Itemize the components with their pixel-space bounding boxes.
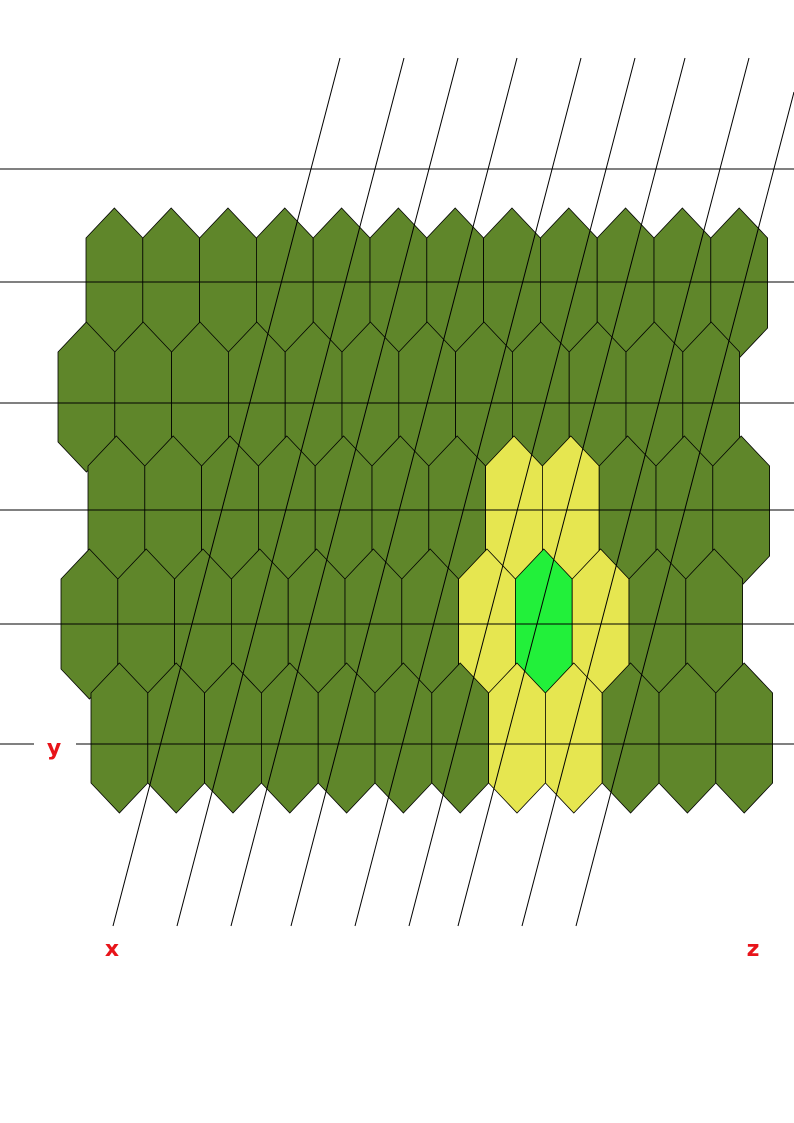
hex-cell (431, 662, 490, 814)
x-gridline (457, 57, 686, 927)
hex-cell-layer (57, 207, 773, 814)
axis-label-x: x (105, 937, 119, 962)
x-gridline (112, 57, 341, 927)
hex-cell (715, 662, 773, 814)
hex-cell (658, 662, 717, 814)
x-gridline (176, 57, 405, 927)
x-gridline (290, 57, 518, 927)
hex-cell (374, 662, 433, 814)
y-label-backing (34, 728, 76, 762)
hex-cell (90, 662, 149, 814)
x-gridline (521, 57, 750, 927)
x-gridline (354, 57, 582, 927)
x-gridline (575, 91, 794, 927)
axis-label-y: y (47, 736, 61, 761)
x-gridline-layer (112, 57, 794, 927)
hex-cell (601, 662, 660, 814)
x-gridline (230, 57, 459, 927)
y-gridline-layer (0, 168, 794, 745)
hex-cell-neighbor (488, 662, 546, 814)
hex-cell (260, 662, 319, 814)
hex-cell (204, 662, 262, 814)
hex-cell-neighbor (545, 662, 603, 814)
x-gridline (408, 57, 636, 927)
axis-label-z: z (747, 937, 760, 962)
